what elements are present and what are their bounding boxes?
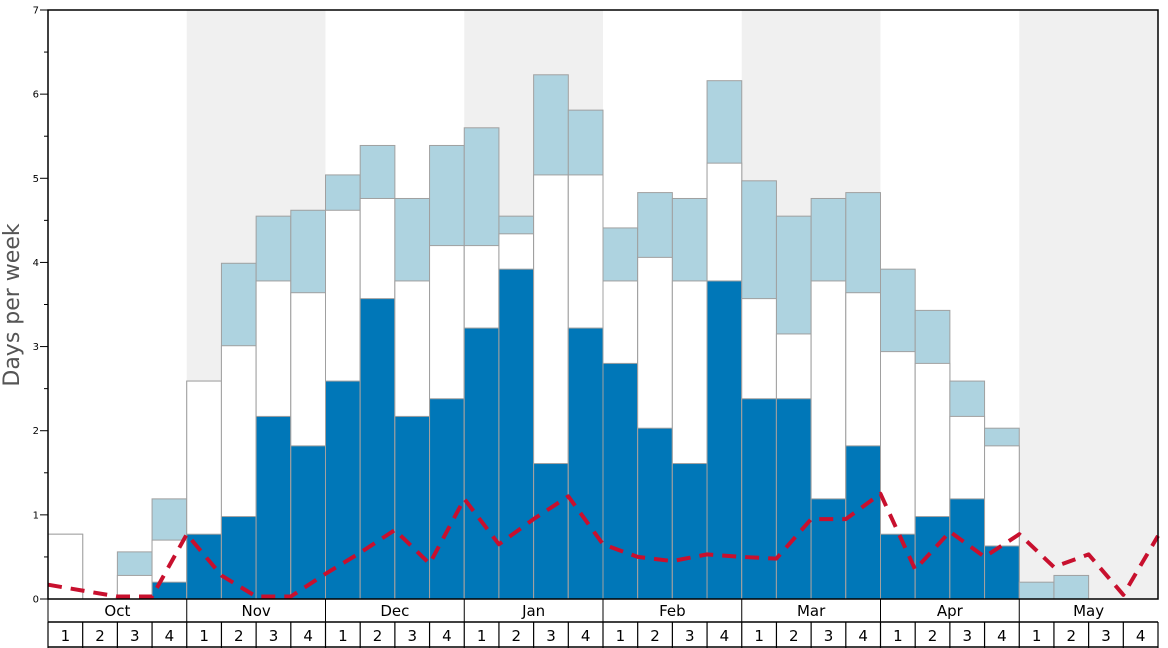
week-label: 4 (165, 627, 175, 645)
bar-layer1-week-15 (533, 463, 569, 600)
week-label: 3 (685, 627, 695, 645)
week-label: 4 (442, 627, 452, 645)
month-label-mar: Mar (797, 602, 826, 620)
y-tick-label: 6 (33, 90, 39, 101)
y-tick-label: 7 (33, 6, 39, 17)
week-label: 1 (338, 627, 348, 645)
month-label-feb: Feb (659, 602, 686, 620)
bar-layer3-week-29 (1018, 581, 1055, 600)
y-tick-label: 4 (33, 258, 39, 269)
week-label: 3 (407, 627, 417, 645)
week-label: 3 (130, 627, 140, 645)
week-label: 1 (61, 627, 71, 645)
week-label: 4 (303, 627, 313, 645)
y-axis-label: Days per week (0, 223, 25, 386)
month-label-may: May (1073, 602, 1104, 620)
bar-layer1-week-16 (567, 327, 604, 600)
week-label: 2 (928, 627, 938, 645)
bar-layer1-week-25 (880, 533, 916, 600)
week-label: 2 (373, 627, 383, 645)
bars-layer (47, 74, 1090, 600)
y-tick-label: 2 (33, 426, 39, 437)
trend-line (47, 491, 1160, 599)
bar-layer1-week-18 (637, 427, 673, 600)
week-label: 1 (616, 627, 626, 645)
month-label-nov: Nov (241, 602, 270, 620)
week-label: 3 (824, 627, 834, 645)
bar-layer1-week-23 (810, 498, 847, 600)
bar-layer1-week-6 (220, 516, 257, 600)
bar-layer1-week-20 (706, 280, 743, 600)
week-label: 1 (893, 627, 903, 645)
week-label: 4 (997, 627, 1007, 645)
bar-layer1-week-24 (845, 445, 881, 600)
month-label-jan: Jan (521, 602, 545, 620)
axis-layer: 0 1 2 3 4 5 6 7 Oct Nov Dec Jan Feb Mar Apr May 1 2 3 4 1 2 3 4… (33, 6, 1159, 648)
y-tick-label: 5 (33, 174, 39, 185)
bar-layer1-week-10 (359, 298, 396, 600)
month-shade-may (1019, 10, 1158, 599)
week-label: 2 (234, 627, 244, 645)
bar-layer1-week-22 (775, 398, 812, 600)
month-label-oct: Oct (104, 602, 130, 620)
week-label: 2 (512, 627, 522, 645)
week-label: 2 (789, 627, 799, 645)
bar-layer1-week-27 (949, 498, 986, 600)
week-label: 4 (581, 627, 591, 645)
week-label: 3 (962, 627, 972, 645)
bar-layer1-week-7 (255, 415, 292, 600)
week-label: 1 (754, 627, 764, 645)
y-tick-label: 1 (33, 510, 39, 521)
week-label: 2 (1067, 627, 1077, 645)
month-label-dec: Dec (380, 602, 409, 620)
bar-layer1-week-13 (463, 327, 500, 600)
trend-line-layer (47, 491, 1160, 599)
week-label: 3 (546, 627, 556, 645)
week-label: 3 (269, 627, 279, 645)
week-label: 3 (1101, 627, 1111, 645)
bar-layer1-week-28 (984, 545, 1020, 600)
bar-layer1-week-11 (394, 415, 431, 600)
week-label: 1 (199, 627, 209, 645)
week-label: 1 (477, 627, 487, 645)
y-tick-label: 3 (33, 342, 39, 353)
week-label: 4 (858, 627, 868, 645)
week-label: 4 (720, 627, 730, 645)
week-label: 2 (650, 627, 660, 645)
bar-layer1-week-14 (498, 268, 535, 600)
y-tick-label: 0 (33, 595, 39, 606)
bar-layer1-week-21 (741, 398, 777, 600)
bar-layer1-week-12 (429, 398, 465, 600)
bar-layer1-week-26 (914, 516, 951, 600)
bar-layer1-week-8 (290, 445, 326, 600)
bar-layer3-week-30 (1053, 574, 1090, 600)
bar-layer1-week-9 (325, 380, 361, 600)
bar-layer1-week-19 (671, 463, 708, 600)
month-label-apr: Apr (937, 602, 964, 620)
week-label: 1 (1032, 627, 1042, 645)
week-label: 2 (95, 627, 105, 645)
week-label: 4 (1136, 627, 1146, 645)
bar-layer1-week-17 (602, 362, 639, 600)
